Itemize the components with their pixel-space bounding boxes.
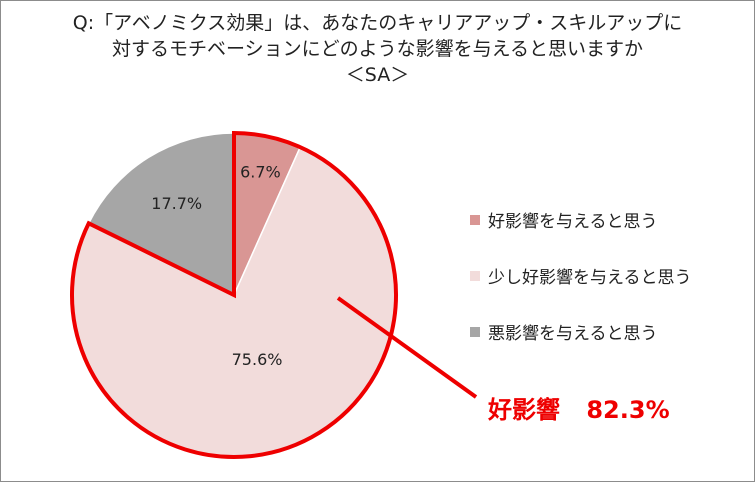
- legend-item-bad: 悪影響を与えると思う: [470, 319, 658, 344]
- title-line-3: ＜SA＞: [345, 64, 410, 86]
- chart-title: Q:「アベノミクス効果」は、あなたのキャリアアップ・スキルアップに 対するモチベ…: [0, 10, 755, 88]
- callout-label: 好影響: [488, 396, 560, 424]
- legend-label-good: 好影響を与えると思う: [488, 212, 658, 232]
- callout-leader-line: [336, 296, 478, 399]
- positive-highlight-outline: [70, 130, 398, 459]
- title-line-2: 対するモチベーションにどのような影響を与えると思いますか: [111, 38, 644, 60]
- legend-label-bad: 悪影響を与えると思う: [488, 324, 658, 344]
- title-line-1: Q:「アベノミクス効果」は、あなたのキャリアアップ・スキルアップに: [72, 12, 683, 34]
- legend-label-slightly-good: 少し好影響を与えると思う: [488, 268, 692, 288]
- slice-slightly-good-label: 75.6%: [232, 350, 283, 369]
- positive-impact-callout: 好影響 82.3%: [488, 390, 670, 425]
- legend-swatch-bad: [470, 326, 480, 337]
- slice-bad: [87, 132, 235, 297]
- callout-value: 82.3%: [586, 396, 670, 424]
- legend-item-good: 好影響を与えると思う: [470, 207, 658, 232]
- legend-swatch-slightly-good: [470, 270, 480, 281]
- legend-item-slightly-good: 少し好影響を与えると思う: [470, 263, 692, 288]
- legend-swatch-good: [470, 214, 480, 225]
- slice-bad-label: 17.7%: [151, 194, 202, 213]
- slice-good-label: 6.7%: [240, 162, 281, 181]
